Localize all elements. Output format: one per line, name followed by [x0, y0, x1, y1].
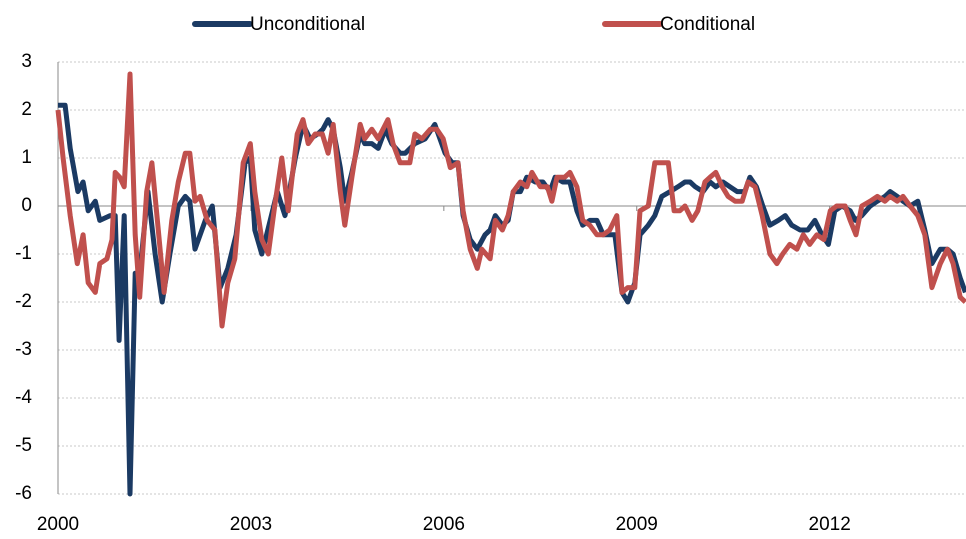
series-line [55, 71, 966, 329]
x-tick-label: 2000 [37, 514, 79, 535]
x-tick-label: 2003 [230, 514, 272, 535]
y-tick-label: 0 [21, 195, 32, 216]
y-tick-label: 1 [21, 147, 32, 168]
y-tick-label: -3 [15, 339, 32, 360]
x-tick-label: 2012 [809, 514, 851, 535]
y-tick-label: -5 [15, 435, 32, 456]
x-tick-label: 2006 [423, 514, 465, 535]
y-tick-label: 3 [21, 51, 32, 72]
legend-label: Conditional [660, 14, 755, 35]
y-tick-label: -4 [15, 387, 32, 408]
y-tick-label: -6 [15, 483, 32, 504]
legend-label: Unconditional [250, 14, 365, 35]
x-tick-label: 2009 [616, 514, 658, 535]
y-tick-label: -1 [15, 243, 32, 264]
y-tick-label: -2 [15, 291, 32, 312]
y-tick-label: 2 [21, 99, 32, 120]
series-line [58, 102, 966, 497]
